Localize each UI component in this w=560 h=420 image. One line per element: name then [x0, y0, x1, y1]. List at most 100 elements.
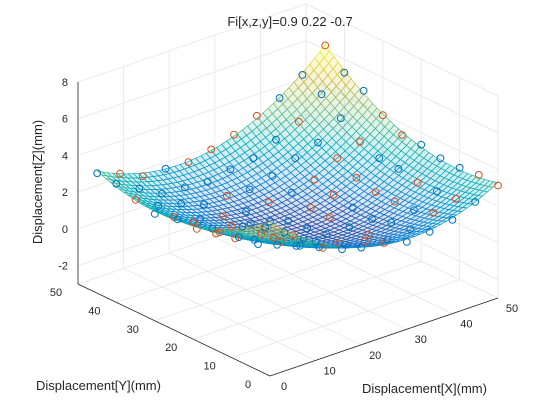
measured-point: [161, 164, 170, 173]
x-axis-line: [269, 297, 499, 377]
fitted-point: [269, 233, 278, 242]
measured-point: [314, 138, 322, 147]
fitted-point: [222, 191, 231, 200]
measured-point: [284, 217, 292, 225]
y-tick-label: 50: [50, 287, 62, 299]
y-tick-label: 20: [165, 342, 177, 354]
fitted-point: [231, 234, 240, 243]
grid-line: [305, 40, 499, 134]
measured-point: [200, 200, 208, 209]
fitted-point: [116, 169, 124, 178]
measured-point: [322, 230, 331, 239]
fitted-point: [352, 173, 361, 182]
fitted-point: [192, 225, 201, 233]
z-tick-label: 0: [62, 224, 68, 236]
fitted-point: [294, 117, 303, 126]
z-tick-label: 2: [62, 187, 68, 199]
z-tick-label: 4: [62, 151, 68, 163]
fitted-point: [257, 230, 266, 239]
measured-point: [402, 238, 411, 246]
measured-point: [317, 90, 326, 99]
grid-line: [305, 205, 499, 299]
fitted-point: [207, 145, 216, 154]
measured-point: [340, 68, 349, 77]
x-axis-label: Displacement[X](mm): [362, 381, 487, 396]
measured-point: [359, 86, 368, 95]
fitted-point: [364, 230, 373, 239]
measured-point: [268, 172, 277, 180]
measured-point: [246, 219, 255, 228]
fitted-point: [378, 111, 387, 120]
z-tick-label: -2: [58, 261, 68, 273]
measured-point: [417, 140, 426, 149]
axes-pane: [306, 4, 498, 298]
fitted-point: [356, 137, 364, 146]
measured-point: [303, 224, 312, 233]
fitted-point: [452, 194, 460, 203]
measured-point: [345, 223, 354, 232]
x-tick-label: 0: [281, 381, 287, 393]
grid-line: [77, 40, 307, 120]
measured-point: [436, 154, 445, 163]
measured-point: [261, 223, 270, 232]
grid-line: [169, 252, 362, 346]
fitted-point: [371, 188, 380, 197]
measured-point: [357, 243, 366, 252]
y-tick-label: 0: [245, 379, 251, 391]
y-tick-label: 40: [88, 305, 100, 317]
measured-point: [196, 215, 205, 224]
measured-point: [287, 188, 296, 197]
grid-line: [77, 77, 307, 156]
measured-point: [266, 217, 274, 226]
measured-point: [315, 243, 324, 252]
measured-point: [272, 135, 280, 144]
z-axis-label: Displacement[Z](mm): [30, 120, 45, 244]
measured-point: [173, 215, 182, 224]
fitted-point: [429, 208, 438, 217]
measured-point: [394, 165, 403, 173]
y-axis-line: [77, 283, 271, 377]
grid-line: [154, 242, 383, 322]
measured-point: [341, 240, 350, 249]
fitted-point: [413, 178, 422, 187]
measured-point: [242, 207, 250, 216]
grid-line: [305, 77, 499, 170]
fitted-point: [276, 237, 285, 246]
measured-point: [238, 222, 247, 231]
measured-point: [93, 169, 102, 178]
measured-point: [299, 234, 308, 243]
z-tick-label: 6: [62, 114, 68, 126]
measured-point: [387, 218, 396, 227]
fitted-point: [398, 131, 406, 139]
measured-point: [180, 183, 189, 192]
fitted-point: [219, 212, 228, 221]
fitted-point: [138, 172, 147, 181]
measured-point: [368, 215, 376, 224]
grid-line: [305, 113, 499, 207]
y-tick-label: 30: [127, 324, 139, 336]
fitted-point: [230, 130, 238, 139]
fitted-point: [321, 41, 330, 50]
x-tick-label: 10: [323, 365, 335, 377]
fitted-point: [390, 197, 399, 206]
measured-point: [112, 180, 121, 188]
measured-point: [448, 216, 457, 224]
z-tick-label: 8: [62, 77, 68, 89]
grid-line: [305, 3, 499, 97]
measured-point: [203, 178, 212, 186]
fitted-point: [184, 158, 193, 167]
fitted-point: [189, 218, 198, 227]
measured-point: [296, 241, 304, 250]
grid-line: [193, 260, 422, 340]
measured-point: [280, 228, 289, 237]
tick-labels: 0 10 20 30 40 50 0 10 20 30 40 50 -2 0 2 4 6 8: [50, 77, 518, 393]
measured-point: [150, 210, 159, 218]
fitted-point: [360, 237, 369, 246]
fitted-point: [474, 171, 483, 179]
measured-point: [410, 206, 418, 215]
measured-point: [254, 240, 262, 249]
x-tick-label: 40: [460, 319, 472, 331]
measured-point: [336, 114, 345, 123]
measured-point: [135, 184, 144, 193]
